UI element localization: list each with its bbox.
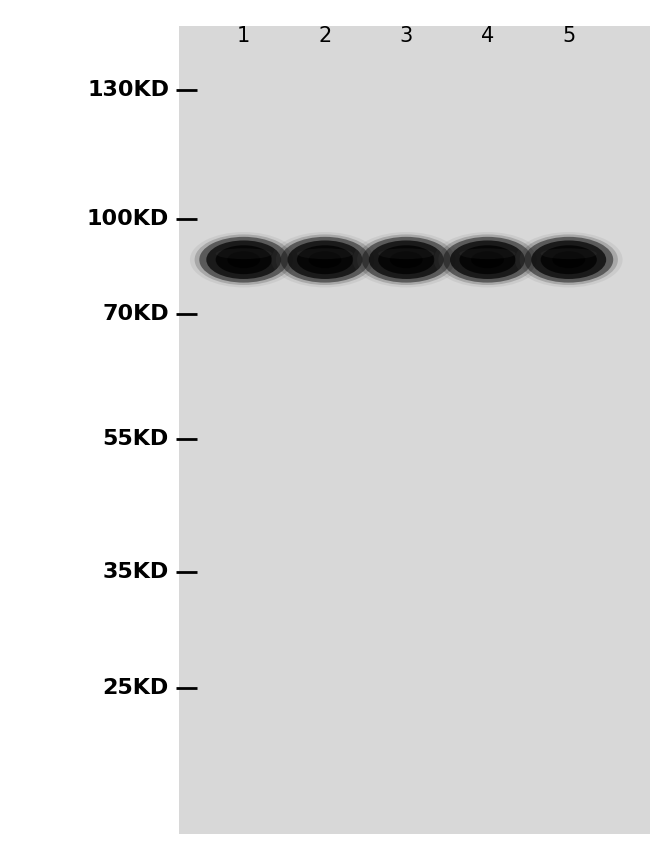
Ellipse shape <box>438 235 537 285</box>
Text: 4: 4 <box>481 26 494 46</box>
Ellipse shape <box>362 237 450 283</box>
Text: 25KD: 25KD <box>103 678 169 698</box>
Ellipse shape <box>471 251 504 268</box>
Ellipse shape <box>434 232 541 287</box>
Ellipse shape <box>190 232 298 287</box>
Ellipse shape <box>309 251 341 268</box>
Text: 100KD: 100KD <box>86 209 169 230</box>
Text: 35KD: 35KD <box>103 562 169 582</box>
Ellipse shape <box>271 232 379 287</box>
Ellipse shape <box>390 251 422 268</box>
Ellipse shape <box>443 237 532 283</box>
Ellipse shape <box>206 241 281 279</box>
Text: 55KD: 55KD <box>103 428 169 449</box>
Ellipse shape <box>194 235 293 285</box>
Ellipse shape <box>460 249 515 259</box>
Ellipse shape <box>287 241 363 279</box>
Ellipse shape <box>378 245 434 274</box>
Ellipse shape <box>541 245 597 274</box>
Text: 70KD: 70KD <box>103 304 169 324</box>
Bar <box>179 26 650 834</box>
Ellipse shape <box>216 249 272 259</box>
Ellipse shape <box>450 241 525 279</box>
Ellipse shape <box>525 237 613 283</box>
Ellipse shape <box>200 237 288 283</box>
Ellipse shape <box>216 245 272 274</box>
Ellipse shape <box>297 249 353 259</box>
Ellipse shape <box>297 245 353 274</box>
Ellipse shape <box>519 235 618 285</box>
Ellipse shape <box>227 251 260 268</box>
Ellipse shape <box>276 235 374 285</box>
Ellipse shape <box>460 245 515 274</box>
Text: 1: 1 <box>237 26 250 46</box>
Ellipse shape <box>378 249 434 259</box>
Ellipse shape <box>515 232 623 287</box>
Ellipse shape <box>531 241 606 279</box>
Text: 3: 3 <box>400 26 413 46</box>
Ellipse shape <box>369 241 444 279</box>
Ellipse shape <box>552 251 585 268</box>
Ellipse shape <box>357 235 456 285</box>
Ellipse shape <box>352 232 460 287</box>
Text: 5: 5 <box>562 26 575 46</box>
Ellipse shape <box>541 249 597 259</box>
Text: 130KD: 130KD <box>87 80 169 101</box>
Text: 2: 2 <box>318 26 332 46</box>
Ellipse shape <box>281 237 369 283</box>
